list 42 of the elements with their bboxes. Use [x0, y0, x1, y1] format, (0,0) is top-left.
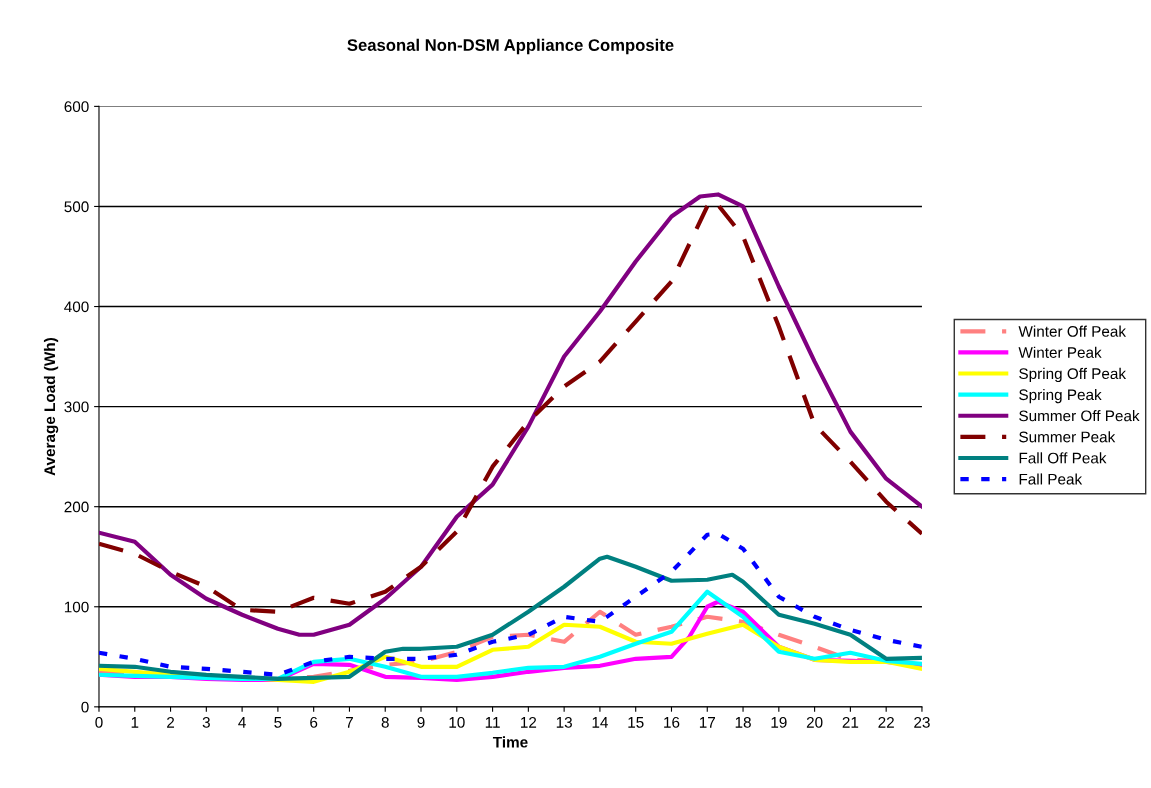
- legend-label: Fall Off Peak: [1019, 452, 1107, 464]
- x-tick-label: 11: [485, 717, 500, 728]
- x-tick-label: 7: [345, 717, 353, 728]
- x-tick-label: 8: [381, 716, 389, 728]
- x-tick-label: 2: [167, 716, 175, 728]
- x-tick-label: 16: [664, 716, 680, 728]
- legend-label: Spring Peak: [1019, 388, 1102, 404]
- y-tick-label: 0: [81, 701, 89, 713]
- y-tick-label: 400: [64, 301, 89, 313]
- y-tick-label: 200: [64, 501, 89, 513]
- legend-label: Spring Off Peak: [1019, 367, 1127, 383]
- chart-title: Seasonal Non-DSM Appliance Composite: [347, 38, 674, 55]
- legend-label: Winter Peak: [1018, 346, 1102, 358]
- x-tick-label: 22: [878, 716, 894, 728]
- legend-label: Fall Peak: [1019, 473, 1083, 485]
- x-tick-label: 21: [842, 716, 859, 728]
- y-tick-label: 500: [64, 201, 89, 213]
- x-tick-label: 3: [202, 716, 210, 728]
- x-tick-label: 1: [131, 717, 139, 728]
- y-tick-label: 100: [64, 601, 89, 613]
- x-tick-label: 12: [521, 716, 537, 728]
- x-tick-label: 14: [592, 717, 608, 728]
- x-tick-label: 5: [274, 717, 282, 728]
- x-tick-label: 19: [771, 716, 787, 728]
- x-tick-label: 9: [417, 716, 425, 728]
- x-tick-label: 13: [556, 716, 572, 728]
- legend-label: Winter Off Peak: [1018, 325, 1127, 337]
- y-axis-title: Average Load (Wh): [43, 338, 59, 476]
- y-tick-label: 600: [64, 101, 89, 113]
- x-tick-label: 15: [628, 717, 644, 728]
- y-tick-label: 300: [64, 401, 89, 413]
- x-tick-label: 10: [449, 716, 465, 728]
- x-tick-label: 18: [735, 716, 751, 728]
- x-tick-label: 0: [95, 716, 103, 728]
- x-tick-label: 6: [310, 716, 318, 728]
- legend-label: Summer Peak: [1019, 431, 1116, 443]
- x-tick-label: 20: [806, 716, 823, 728]
- x-tick-label: 17: [699, 717, 715, 728]
- x-axis-title: Time: [492, 736, 528, 748]
- legend-label: Summer Off Peak: [1019, 410, 1140, 422]
- x-tick-label: 4: [238, 717, 246, 728]
- x-tick-label: 23: [914, 716, 930, 728]
